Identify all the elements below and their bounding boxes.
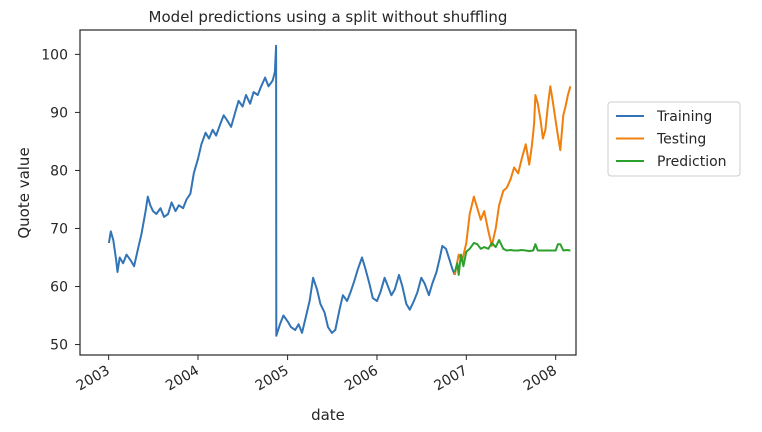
series-line-prediction [453,239,571,276]
chart-title: Model predictions using a split without … [149,8,508,26]
legend-label-prediction: Prediction [657,154,727,170]
y-tick-label: 100 [41,47,68,63]
y-tick-label: 50 [50,338,68,354]
legend-label-training: Training [656,109,712,125]
y-tick-label: 70 [50,221,68,237]
y-axis-label: Quote value [15,147,33,238]
x-axis-label: date [311,406,345,424]
legend-label-testing: Testing [656,132,706,148]
series-lines [107,44,572,337]
y-tick-label: 60 [50,280,68,296]
series-line-testing [453,85,572,276]
plot-frame [79,29,577,356]
legend: Training Testing Prediction [607,101,741,177]
y-tick-label: 80 [50,163,68,179]
y-tick-label: 90 [50,105,68,121]
series-line-training [107,44,456,337]
y-axis-ticks: 50 60 70 80 90 100 [41,47,80,354]
legend-box [607,101,741,177]
